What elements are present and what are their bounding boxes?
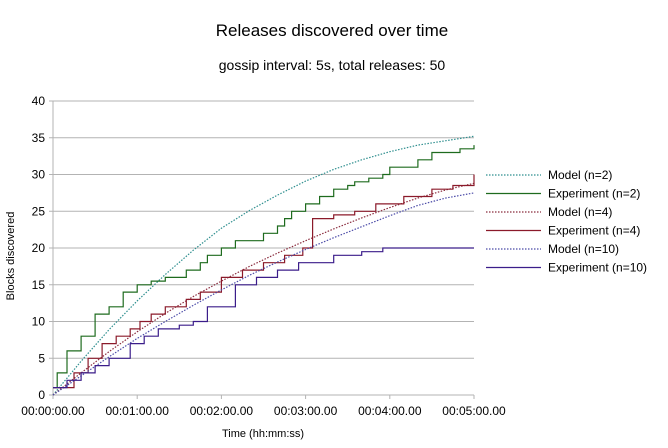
legend: Model (n=2) Experiment (n=2) Model (n=4) Ex… [486,168,647,275]
legend-label: Experiment (n=2) [548,187,640,201]
series-line [53,145,475,389]
x-tick-label: 00:05:00.00 [442,404,506,418]
legend-label: Model (n=4) [548,205,612,219]
series-line [53,247,474,389]
y-tick-label: 20 [32,241,46,255]
x-tick-label: 00:03:00.00 [274,404,338,418]
x-tick-label: 00:02:00.00 [190,404,254,418]
y-tick-label: 40 [32,94,46,108]
series-line [52,192,475,396]
y-tick-label: 25 [32,204,46,218]
x-tick-label: 00:00:00.00 [21,404,85,418]
y-tick-label: 0 [38,388,45,402]
chart-title: Releases discovered over time [216,21,448,40]
y-tick-label: 30 [32,168,46,182]
legend-label: Model (n=2) [548,168,612,182]
series-line [52,135,475,396]
legend-label: Experiment (n=10) [548,261,647,275]
legend-label: Model (n=10) [548,242,619,256]
legend-label: Experiment (n=4) [548,224,640,238]
y-tick-label: 10 [32,315,46,329]
y-tick-label: 5 [38,351,45,365]
axes: 0 5 10 15 20 25 30 35 40 00:00:00.00 00:01:00.00 00… [21,94,506,418]
x-axis-label: Time (hh:mm:ss) [222,428,304,440]
y-tick-label: 15 [32,278,46,292]
series-lines [52,135,475,396]
x-tick-label: 00:04:00.00 [358,404,422,418]
series-line [53,174,475,389]
y-tick-label: 35 [32,131,46,145]
chart-subtitle: gossip interval: 5s, total releases: 50 [219,57,446,73]
series-line [52,182,475,396]
x-tick-label: 00:01:00.00 [105,404,169,418]
y-axis-label: Blocks discovered [5,212,17,301]
